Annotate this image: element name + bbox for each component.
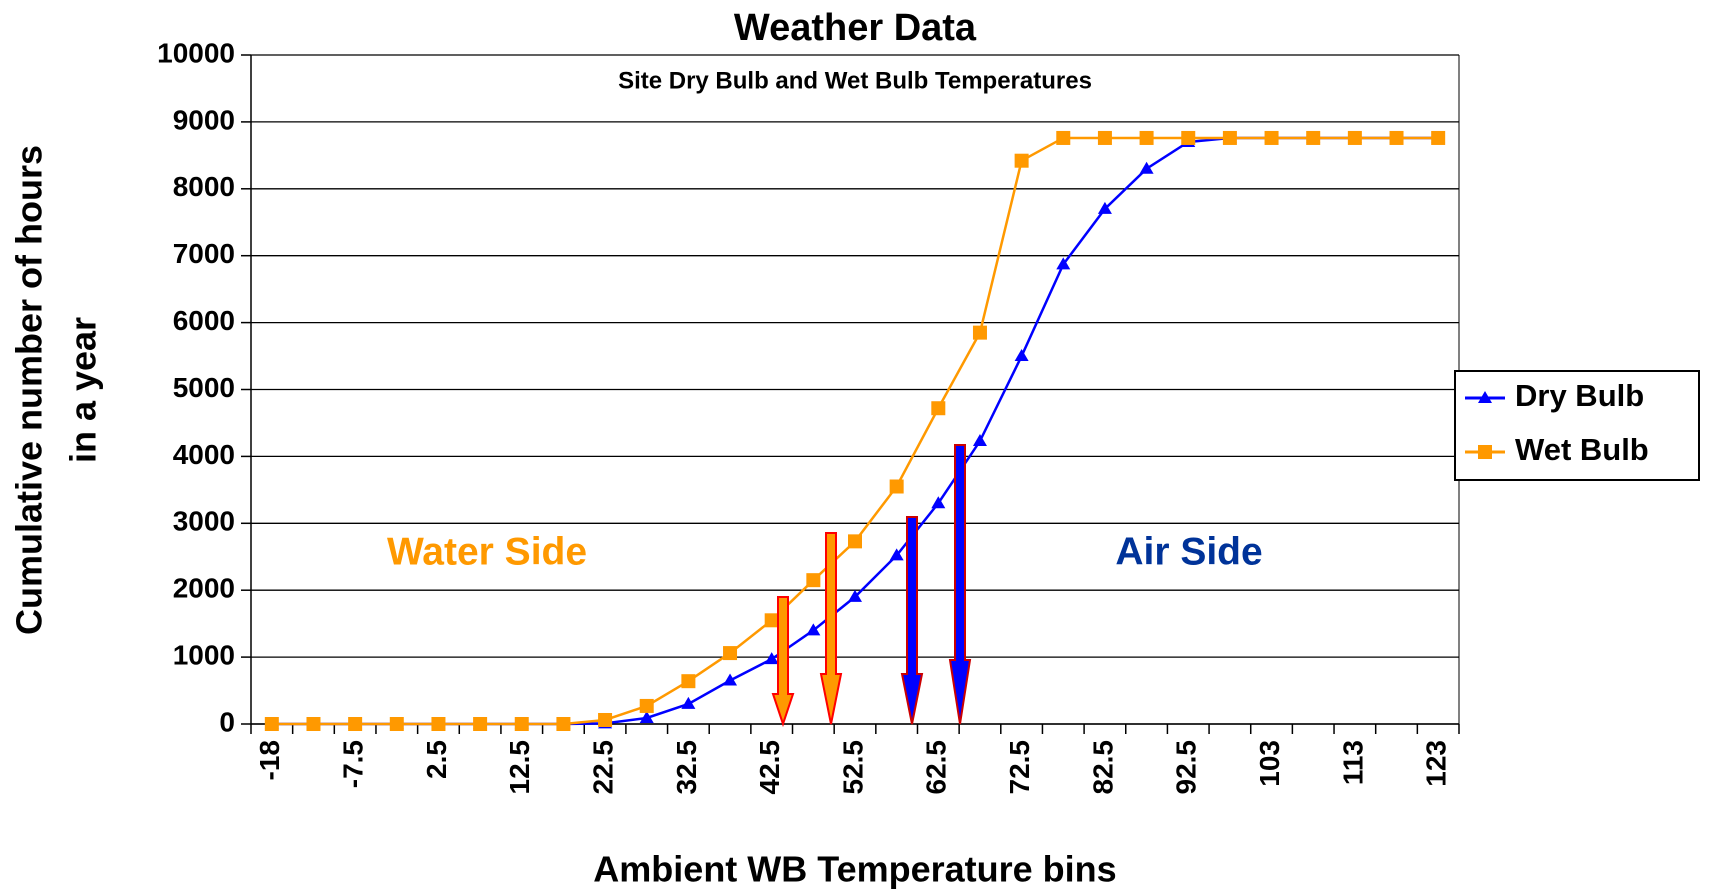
x-tick-label: 12.5 [504,740,535,795]
marker [723,673,738,686]
marker [764,613,779,628]
series-line [271,136,1439,726]
chart-title: Weather Data [734,7,977,49]
marker [681,696,696,709]
marker [972,325,987,340]
arrow [900,516,924,725]
x-tick-label: 82.5 [1087,740,1118,795]
y-tick-label: 3000 [173,506,235,537]
marker [848,534,862,549]
y-tick-label: 6000 [173,305,235,336]
marker [514,717,529,731]
arrow [948,444,972,725]
marker [1306,130,1321,145]
x-tick-label: 2.5 [421,740,452,779]
x-tick-label: -7.5 [338,740,369,788]
y-tick-label: 4000 [173,439,235,470]
marker [556,717,571,731]
marker [1264,130,1279,145]
annotation: Water Side [387,530,587,573]
marker [431,717,446,731]
marker [931,401,946,416]
x-tick-label: 52.5 [837,740,868,795]
marker [264,717,279,731]
x-tick-label: 32.5 [671,740,702,795]
marker [1389,130,1404,145]
marker [1139,130,1154,145]
y-tick-label: 7000 [173,238,235,269]
x-tick-label: 103 [1254,740,1285,787]
marker [1056,257,1071,270]
plot-area: 0 1000 2000 3000 4000 5000 6000 7000 8000 9000 100… [157,37,1460,795]
y-tick-label: 2000 [173,573,235,604]
marker [1431,130,1446,145]
legend-label: Dry Bulb [1515,378,1644,413]
marker [1056,130,1071,145]
marker [764,652,779,665]
marker [848,589,862,602]
arrow [771,596,795,728]
marker [806,573,821,588]
marker [1478,445,1492,459]
arrow [819,532,843,725]
marker [1097,201,1112,214]
x-tick-label: 22.5 [587,740,618,795]
marker [889,548,904,561]
marker [1347,130,1362,145]
arrows [771,444,972,728]
x-tick-label: 72.5 [1004,740,1035,795]
marker [681,674,696,689]
x-tick-label: 42.5 [754,740,785,795]
marker [931,496,946,509]
marker [1014,153,1029,168]
y-tick-label: 0 [219,706,235,737]
y-tick-label: 8000 [173,171,235,202]
x-tick-label: 123 [1421,740,1452,787]
chart-subtitle: Site Dry Bulb and Wet Bulb Temperatures [618,67,1092,94]
marker [1139,161,1154,174]
y-tick-label: 10000 [157,37,235,68]
marker [972,434,987,447]
legend-box [1454,370,1700,481]
y-axis-label: Cumulative number of hours [9,145,50,635]
x-tick-label: -18 [254,740,285,780]
y-tick-label: 5000 [173,372,235,403]
marker [889,479,904,494]
legend-label: Wet Bulb [1515,432,1649,467]
marker [306,717,321,731]
marker [473,717,488,731]
y-tick-label: 9000 [173,104,235,135]
marker [389,717,404,731]
y-tick-label: 1000 [173,639,235,670]
marker [723,646,738,661]
legend: Dry Bulb Wet Bulb [1454,370,1700,481]
marker [806,623,821,636]
marker [1097,130,1112,145]
x-tick-label: 62.5 [921,740,952,795]
annotation: Air Side [1115,530,1262,573]
marker [1014,349,1029,362]
marker [639,710,654,723]
marker [348,717,363,731]
marker [639,698,654,713]
marker [1478,391,1492,403]
series-line [271,136,1439,726]
x-tick-label: 92.5 [1171,740,1202,795]
marker [1181,130,1196,145]
y-axis-label: in a year [63,317,104,463]
marker [1222,130,1237,145]
marker [598,712,613,727]
x-axis-label: Ambient WB Temperature bins [593,849,1116,890]
x-tick-label: 113 [1337,740,1368,785]
